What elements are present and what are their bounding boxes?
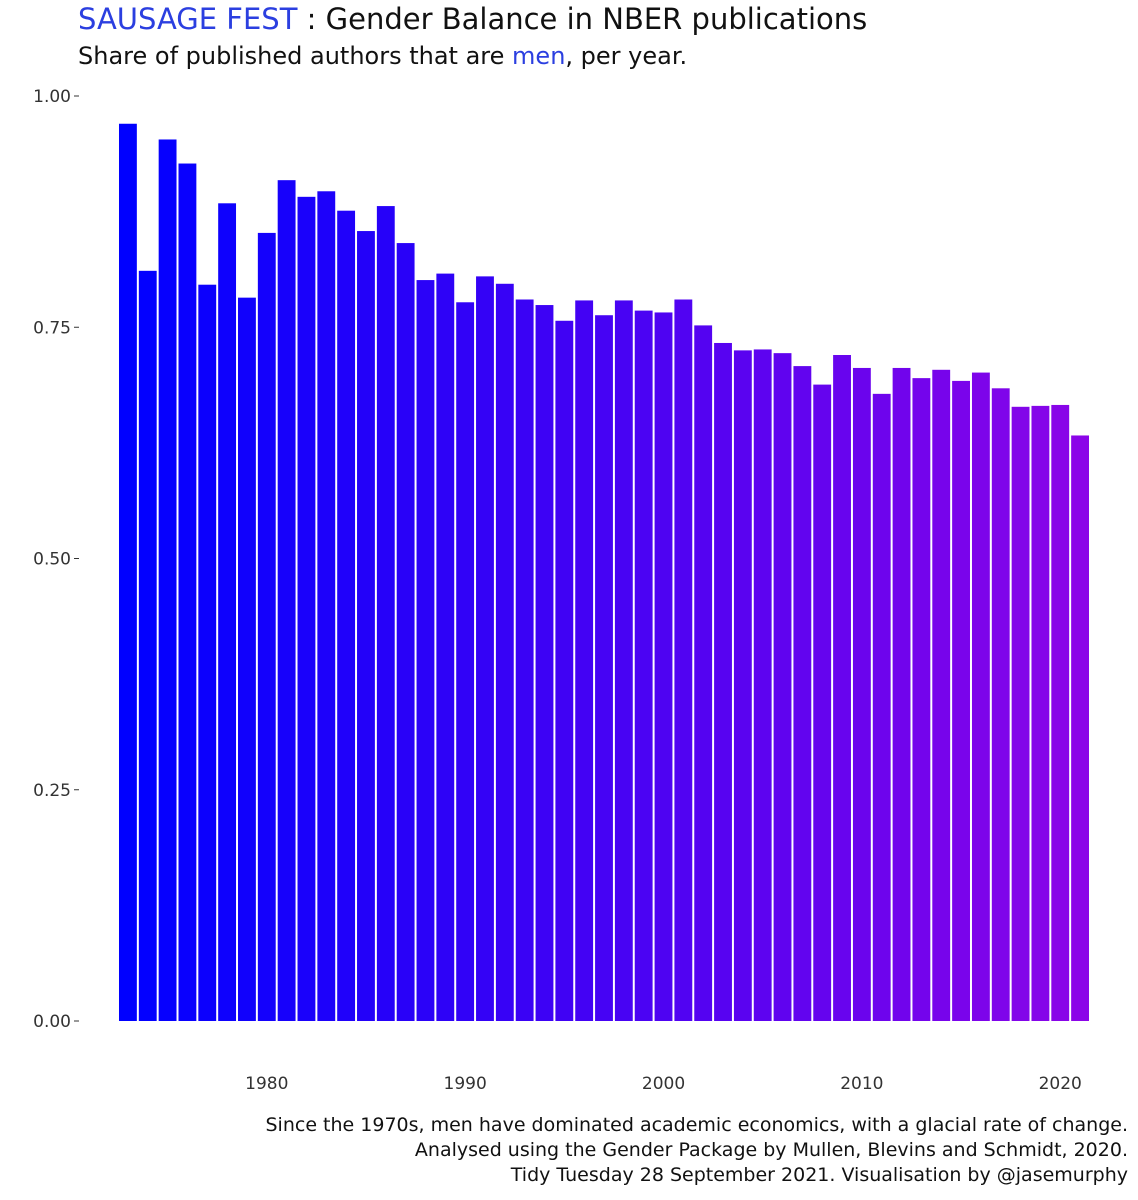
- bar-2018: [1011, 406, 1030, 1021]
- subtitle-highlight: men: [512, 42, 566, 70]
- y-tick-label: 0.75: [33, 318, 71, 338]
- bar-2020: [1051, 404, 1070, 1021]
- x-axis: 1980 1990 2000 2010 2020: [245, 1074, 1082, 1094]
- bar-1983: [317, 191, 336, 1021]
- bars: [118, 123, 1090, 1022]
- bar-2011: [872, 393, 891, 1022]
- y-tick-label: 0.00: [33, 1012, 71, 1032]
- bar-2001: [674, 299, 693, 1021]
- x-tick-label: 1990: [444, 1074, 487, 1094]
- bar-1990: [456, 302, 475, 1021]
- y-tick-label: 0.50: [33, 550, 71, 570]
- bar-1997: [595, 315, 613, 1022]
- bar-chart: 0.00 0.25 0.50 0.75 1.00 1980 1990 2000 2010 202…: [33, 87, 1090, 1094]
- caption-line-1: Since the 1970s, men have dominated acad…: [265, 1114, 1129, 1136]
- bar-1987: [396, 243, 415, 1021]
- bar-1975: [158, 139, 177, 1022]
- bar-1998: [614, 300, 633, 1021]
- bar-2010: [852, 367, 871, 1021]
- bar-1986: [376, 206, 395, 1021]
- bar-1982: [297, 196, 316, 1021]
- subtitle-after: , per year.: [565, 42, 688, 70]
- bar-2012: [892, 367, 911, 1021]
- bar-1995: [555, 320, 574, 1021]
- x-tick-label: 2000: [642, 1074, 685, 1094]
- caption: Since the 1970s, men have dominated acad…: [266, 1113, 1129, 1188]
- bar-1999: [634, 310, 653, 1022]
- bar-2003: [714, 342, 732, 1022]
- bar-2002: [694, 325, 713, 1021]
- bar-2000: [654, 312, 673, 1021]
- bar-1985: [357, 231, 375, 1022]
- bar-1974: [138, 270, 157, 1021]
- bar-1979: [238, 297, 256, 1021]
- bar-1993: [515, 299, 534, 1021]
- bar-2008: [813, 384, 832, 1022]
- caption-line-3: Tidy Tuesday 28 September 2021. Visualis…: [510, 1164, 1128, 1186]
- bar-2004: [733, 350, 752, 1021]
- bar-1991: [476, 276, 494, 1021]
- bar-1994: [535, 305, 554, 1021]
- bar-2016: [971, 372, 990, 1021]
- y-tick-label: 0.25: [33, 781, 71, 801]
- bar-1978: [218, 203, 237, 1022]
- bar-2019: [1031, 405, 1050, 1021]
- bar-2005: [753, 349, 772, 1021]
- y-tick-label: 1.00: [33, 87, 71, 107]
- bar-1981: [277, 180, 296, 1022]
- bar-1989: [436, 273, 455, 1022]
- bar-2007: [793, 366, 812, 1022]
- bar-1977: [198, 284, 217, 1021]
- bar-2015: [952, 380, 970, 1021]
- bar-2021: [1071, 435, 1090, 1022]
- bar-1984: [337, 210, 356, 1021]
- y-axis: 0.00 0.25 0.50 0.75 1.00: [33, 87, 79, 1032]
- bar-2009: [833, 355, 851, 1021]
- chart-subtitle: Share of published authors that are men,…: [78, 42, 687, 70]
- bar-1996: [575, 300, 594, 1021]
- title-rest: : Gender Balance in NBER publications: [297, 2, 868, 36]
- bar-1988: [416, 280, 435, 1021]
- bar-1980: [257, 232, 276, 1021]
- caption-line-2: Analysed using the Gender Package by Mul…: [414, 1139, 1128, 1161]
- bar-2014: [932, 369, 951, 1021]
- x-tick-label: 2020: [1039, 1074, 1082, 1094]
- bar-2013: [912, 378, 931, 1021]
- bar-1976: [178, 163, 197, 1021]
- bar-2006: [773, 353, 792, 1021]
- title-highlight: SAUSAGE FEST: [78, 2, 298, 36]
- bar-2017: [991, 388, 1010, 1021]
- bar-1992: [495, 283, 514, 1021]
- subtitle-before: Share of published authors that are: [78, 42, 513, 70]
- bar-1973: [118, 123, 137, 1021]
- chart-title: SAUSAGE FEST : Gender Balance in NBER pu…: [78, 2, 867, 36]
- x-tick-label: 1980: [245, 1074, 288, 1094]
- x-tick-label: 2010: [840, 1074, 883, 1094]
